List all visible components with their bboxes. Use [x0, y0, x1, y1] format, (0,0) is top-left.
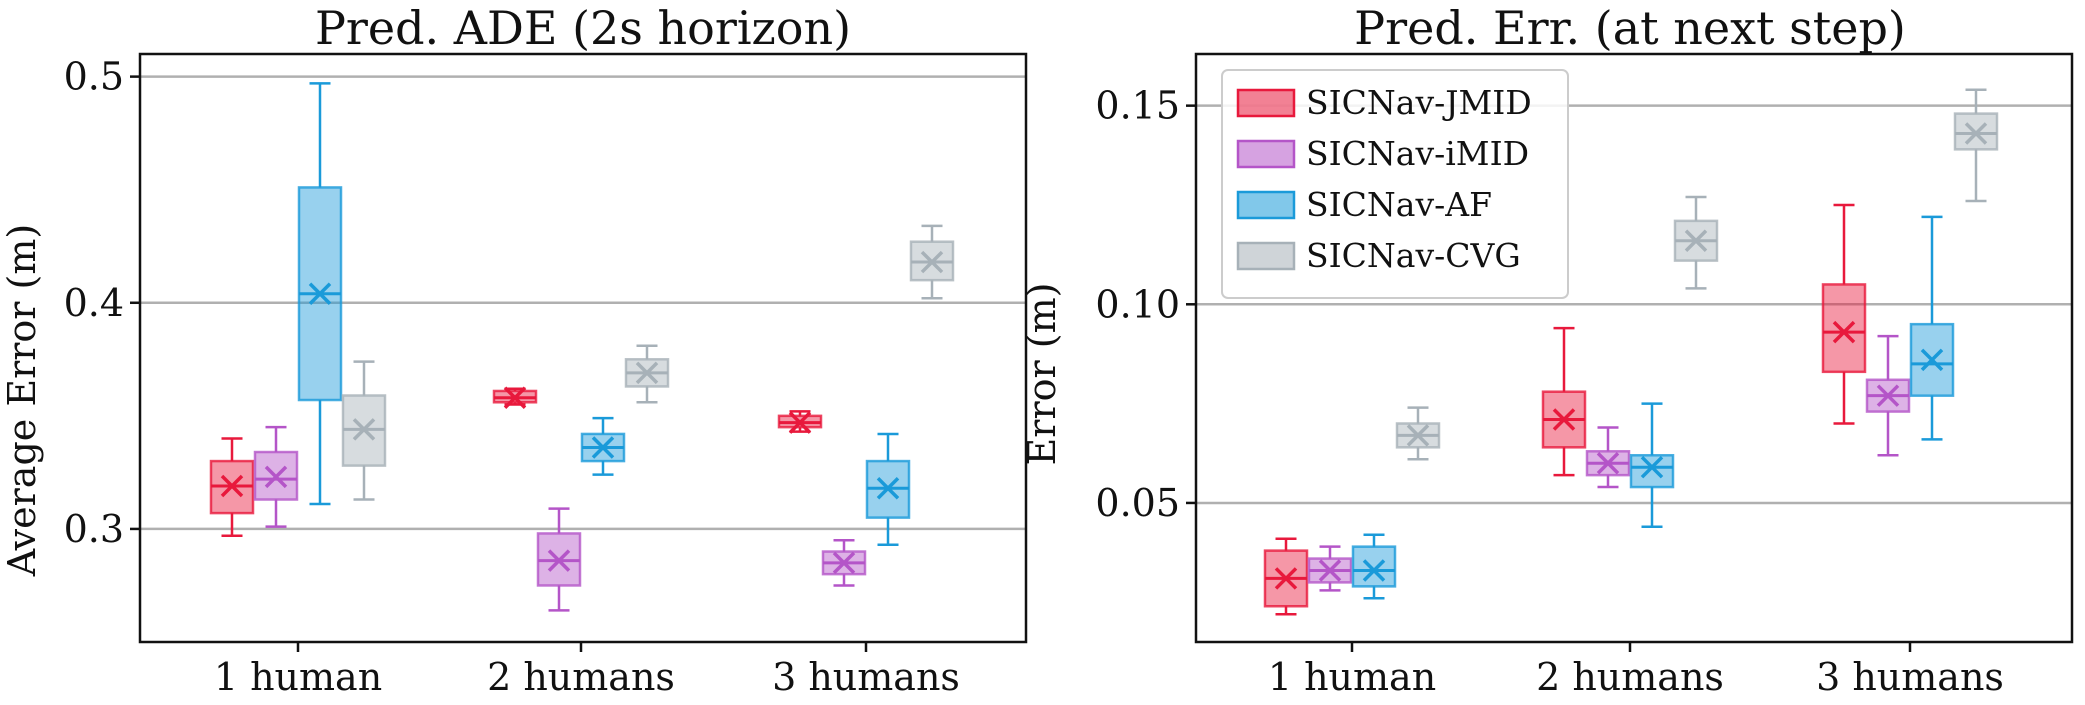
legend-swatch [1236, 139, 1296, 169]
y-axis-label: Error (m) [1020, 283, 1064, 466]
mean-marker [1876, 384, 1900, 407]
mean-marker [1684, 229, 1708, 252]
y-tick-label: 0.4 [64, 281, 124, 325]
box-sicnav-imid [1865, 334, 1911, 457]
y-tick-label: 0.10 [1095, 282, 1180, 326]
x-tick-label: 2 humans [487, 655, 675, 699]
box-sicnav-cvg [341, 360, 387, 501]
legend-box [1221, 69, 1569, 299]
mean-marker [591, 436, 615, 459]
plot-frame [138, 52, 1028, 644]
mean-marker [832, 551, 856, 575]
box-sicnav-af [1909, 215, 1955, 441]
legend: SICNav-JMID SICNav-iMID SICNav-AF SICNav-CV… [1221, 69, 1569, 299]
x-tick-label: 3 humans [1816, 655, 2004, 699]
box-sicnav-af [865, 432, 911, 547]
box-iqr [1821, 283, 1867, 374]
next-step-error-panel: Pred. Err. (at next step) Error (m) 0.05… [1020, 1, 2074, 699]
box-sicnav-cvg [624, 344, 670, 404]
box-iqr [1351, 545, 1397, 588]
legend-swatch [1236, 88, 1296, 118]
mean-marker [635, 361, 659, 385]
box-sicnav-cvg [909, 224, 955, 300]
mean-marker [1274, 567, 1298, 590]
box-sicnav-af [1351, 533, 1397, 600]
ade-panel: Pred. ADE (2s horizon) Average Error (m)… [0, 1, 1028, 699]
mean-marker [1362, 559, 1386, 582]
mean-marker [1920, 348, 1944, 372]
box-sicnav-jmid [492, 386, 538, 409]
box-sicnav-jmid [1541, 326, 1587, 477]
legend-label: SICNav-AF [1306, 185, 1492, 224]
box-sicnav-af [580, 416, 626, 476]
box-sicnav-imid [1307, 545, 1353, 592]
legend-swatch [1236, 241, 1296, 271]
box-sicnav-jmid [777, 410, 823, 434]
box-sicnav-af [1629, 402, 1675, 529]
mean-marker [1552, 408, 1576, 431]
legend-label: SICNav-JMID [1306, 83, 1532, 122]
mean-marker [1318, 559, 1342, 582]
box-iqr [1629, 454, 1675, 489]
mean-marker [1832, 320, 1856, 344]
mean-marker [876, 476, 900, 500]
legend-label: SICNav-CVG [1306, 236, 1521, 275]
x-tick-label: 2 humans [1536, 655, 1724, 699]
box-sicnav-af [297, 82, 343, 506]
box-sicnav-imid [821, 538, 867, 587]
box-sicnav-imid [253, 425, 299, 528]
chart-title: Pred. ADE (2s horizon) [315, 1, 851, 55]
y-tick-label: 0.3 [64, 507, 124, 551]
mean-marker [264, 465, 288, 489]
box-sicnav-cvg [1673, 195, 1719, 290]
mean-marker [352, 418, 376, 441]
mean-marker [308, 282, 332, 305]
mean-marker [920, 250, 944, 274]
mean-marker [220, 474, 244, 498]
mean-marker [1640, 455, 1664, 479]
mean-marker [1406, 424, 1430, 447]
y-tick-label: 0.15 [1095, 84, 1180, 128]
x-tick-label: 3 humans [772, 655, 960, 699]
mean-marker [1964, 122, 1988, 145]
mean-marker [503, 386, 527, 409]
box-sicnav-jmid [1821, 203, 1867, 425]
box-sicnav-jmid [209, 437, 255, 537]
box-sicnav-jmid [1263, 537, 1309, 616]
y-tick-label: 0.05 [1095, 481, 1180, 525]
box-sicnav-cvg [1395, 406, 1441, 461]
x-tick-label: 1 human [1268, 655, 1436, 699]
box-sicnav-imid [536, 507, 582, 612]
y-axis-label: Average Error (m) [0, 224, 44, 577]
box-sicnav-cvg [1953, 88, 1999, 203]
box-sicnav-imid [1585, 426, 1631, 489]
mean-marker [788, 411, 812, 434]
plot-frame [1194, 52, 2074, 644]
x-tick-label: 1 human [214, 655, 382, 699]
legend-swatch [1236, 190, 1296, 220]
y-tick-label: 0.5 [64, 55, 124, 99]
mean-marker [547, 549, 571, 572]
chart-title: Pred. Err. (at next step) [1354, 1, 1906, 55]
mean-marker [1596, 451, 1620, 475]
legend-label: SICNav-iMID [1306, 134, 1529, 173]
